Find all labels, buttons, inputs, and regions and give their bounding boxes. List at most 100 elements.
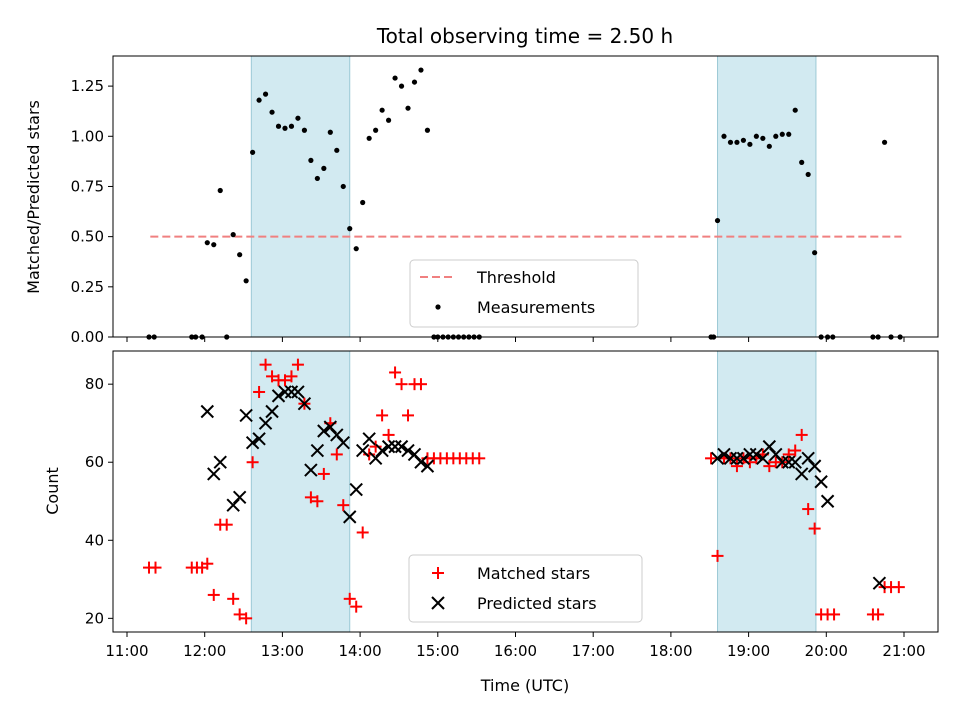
x-tick-label: 17:00 [572, 642, 615, 660]
predicted-star-point [782, 455, 796, 469]
matched-star-point [350, 600, 363, 613]
predicted-star-point [381, 439, 396, 454]
measurement-point [747, 141, 753, 147]
measurement-point [288, 123, 295, 129]
observing-window-1 [250, 55, 351, 338]
measurement-point [211, 242, 217, 248]
measurement-point [243, 278, 249, 284]
measurement-point [256, 97, 262, 103]
predicted-star-point [723, 451, 738, 466]
x-tick-label: 20:00 [805, 642, 848, 660]
measurement-point [282, 125, 288, 131]
measurement-point [373, 127, 379, 133]
measurement-point [237, 252, 243, 258]
matched-star-point [220, 518, 233, 531]
x-tick-label: 13:00 [261, 642, 304, 660]
top-panel: 0.00 0.25 0.50 0.75 1.00 1.25 Total observing… [24, 24, 939, 346]
bottom-legend: Matched stars Predicted stars [408, 554, 643, 623]
matched-star-point [253, 385, 266, 398]
measurement-point [721, 133, 727, 139]
top-y-axis-label: Matched/Predicted stars [24, 100, 43, 294]
measurement-point [262, 91, 269, 97]
top-observing-windows [250, 55, 817, 338]
matched-star-point [330, 448, 343, 461]
measurement-point [301, 127, 308, 133]
matched-star-point [782, 448, 795, 461]
predicted-star-point [200, 404, 214, 419]
matched-star-point [872, 608, 885, 621]
matched-star-point [828, 608, 841, 621]
matched-star-point [705, 452, 718, 465]
matched-star-point [808, 522, 821, 535]
predicted-star-point [317, 424, 331, 438]
measurement-point [881, 139, 888, 145]
matched-star-point [389, 366, 402, 379]
predicted-star-point [394, 439, 409, 454]
predicted-star-point [232, 490, 247, 505]
y-tick-label: 0.25 [71, 278, 104, 296]
y-tick-label: 0.00 [71, 328, 104, 346]
x-tick-label: 14:00 [338, 642, 381, 660]
predicted-star-point [794, 467, 809, 481]
predicted-star-point [807, 459, 822, 473]
measurement-point [366, 135, 372, 141]
predicted-star-point [239, 408, 253, 423]
y-tick-label: 80 [85, 375, 104, 393]
legend-predicted-label: Predicted stars [477, 594, 597, 613]
predicted-star-point [355, 443, 370, 458]
measurement-point [217, 187, 223, 194]
observing-window-2 [717, 55, 817, 338]
measurement-point [753, 133, 759, 139]
measurement-point [204, 240, 210, 246]
x-tick-label: 12:00 [183, 642, 226, 660]
measurement-point [398, 83, 405, 89]
measurement-point [727, 139, 734, 145]
bottom-observing-windows [250, 350, 817, 633]
matched-star-point [395, 378, 408, 391]
measurement-point [347, 226, 353, 232]
measurement-point [314, 175, 320, 182]
predicted-star-point [375, 443, 389, 458]
top-legend-box [409, 259, 639, 328]
legend-predicted-swatch [431, 596, 445, 610]
predicted-star-point [291, 385, 305, 399]
legend-measurements-swatch [435, 304, 441, 310]
matched-star-point [337, 499, 350, 512]
measurement-point [779, 131, 785, 137]
measurement-point [405, 105, 411, 111]
matched-star-point [240, 612, 253, 625]
predicted-star-point [297, 396, 312, 411]
measurement-point [327, 129, 333, 135]
predicted-star-point [814, 475, 828, 489]
predicted-star-point [252, 432, 266, 446]
matched-star-point [730, 460, 743, 473]
matched-star-point [311, 495, 324, 508]
predicted-star-point [401, 443, 415, 458]
top-axes-frame [112, 55, 939, 338]
matched-star-point [414, 378, 427, 391]
matched-star-point [402, 409, 415, 422]
top-legend: Threshold Measurements [409, 259, 639, 328]
predicted-star-point [258, 416, 273, 430]
matched-star-point [711, 549, 724, 562]
matched-star-point [233, 608, 246, 621]
measurement-point [269, 109, 275, 115]
matched-star-point [369, 440, 382, 453]
y-tick-label: 40 [85, 531, 104, 549]
predicted-star-point [749, 447, 764, 462]
predicted-star-point [730, 451, 744, 466]
y-tick-label: 0.75 [71, 177, 104, 195]
matched-star-point [382, 428, 395, 441]
x-tick-label: 19:00 [727, 642, 770, 660]
bottom-y-axis: 20 40 60 80 [85, 375, 113, 627]
measurement-point [321, 165, 327, 171]
matched-star-point [743, 456, 756, 469]
measurement-point [360, 199, 366, 206]
measurement-point [392, 75, 398, 81]
measurement-point [424, 127, 431, 133]
bottom-y-axis-label: Count [43, 467, 62, 515]
measurement-point [792, 107, 798, 113]
matched-star-point [291, 358, 304, 371]
x-tick-label: 18:00 [649, 642, 692, 660]
